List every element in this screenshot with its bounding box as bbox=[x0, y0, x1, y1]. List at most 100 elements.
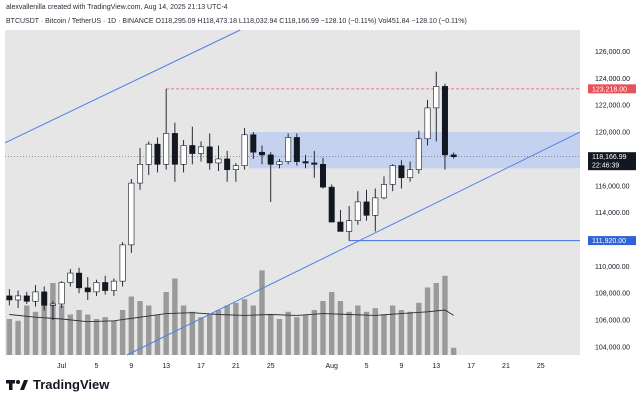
x-tick-label: Jul bbox=[57, 363, 66, 370]
brand-name: TradingView bbox=[33, 377, 110, 392]
last-price-tag-bg bbox=[588, 152, 636, 171]
candle-body bbox=[450, 154, 457, 157]
plot-area bbox=[5, 30, 580, 355]
candle-body bbox=[23, 295, 30, 302]
y-tick-label: 114,000.00 bbox=[595, 210, 630, 217]
y-tick-label: 108,000.00 bbox=[595, 291, 630, 298]
volume-bar bbox=[250, 305, 256, 355]
candle-body bbox=[6, 295, 13, 301]
x-tick-label: 13 bbox=[162, 363, 170, 370]
volume-bar bbox=[146, 305, 152, 355]
candle-body bbox=[372, 197, 379, 216]
candle-body bbox=[433, 86, 440, 109]
candle-body bbox=[145, 143, 152, 165]
x-tick-label: 25 bbox=[537, 363, 545, 370]
candle-body bbox=[328, 186, 335, 223]
volume-bar bbox=[381, 314, 387, 355]
volume-bar bbox=[93, 319, 100, 355]
candle-body bbox=[407, 169, 414, 179]
volume-bar bbox=[6, 319, 13, 355]
volume-bar bbox=[311, 310, 317, 355]
volume-bar bbox=[180, 305, 187, 355]
y-tick-label: 126,000.00 bbox=[595, 49, 630, 56]
candle-body bbox=[215, 158, 222, 164]
candle-body bbox=[93, 282, 100, 293]
x-tick-label: 9 bbox=[129, 363, 133, 370]
volume-ma-line bbox=[9, 309, 454, 323]
candle-body bbox=[137, 163, 144, 184]
volume-bar bbox=[24, 305, 30, 355]
candle-body bbox=[380, 184, 387, 199]
volume-bar bbox=[172, 278, 178, 355]
candle-body bbox=[76, 272, 83, 289]
candle-body bbox=[319, 163, 326, 188]
volume-bar bbox=[41, 299, 47, 355]
volume-bar bbox=[259, 270, 265, 355]
volume-bar bbox=[433, 283, 439, 355]
x-tick-label: Aug bbox=[325, 363, 338, 370]
candle-body bbox=[84, 287, 91, 293]
volume-bar bbox=[137, 301, 143, 355]
volume-bar bbox=[302, 314, 309, 355]
support-price-tag: 111,920.00 bbox=[592, 238, 626, 245]
volume-bar bbox=[154, 314, 161, 355]
candle-body bbox=[311, 162, 318, 165]
x-tick-label: 9 bbox=[399, 363, 403, 370]
candle-body bbox=[441, 86, 448, 156]
y-tick-label: 106,000.00 bbox=[595, 318, 630, 325]
candle-body bbox=[180, 145, 187, 165]
volume-bar bbox=[285, 311, 291, 355]
candle-body bbox=[337, 221, 344, 232]
volume-bar bbox=[346, 311, 352, 355]
volume-bar bbox=[398, 310, 405, 355]
volume-bar bbox=[58, 305, 65, 355]
volume-bar bbox=[450, 347, 457, 355]
x-tick-label: 5 bbox=[95, 363, 99, 370]
candle-body bbox=[250, 134, 257, 153]
volume-bar bbox=[276, 319, 283, 355]
volume-bar bbox=[268, 314, 274, 355]
tradingview-logo-icon bbox=[6, 379, 28, 390]
x-tick-label: 13 bbox=[432, 363, 440, 370]
candle-body bbox=[415, 138, 422, 170]
volume-bar bbox=[67, 314, 74, 355]
x-tick-label: 17 bbox=[197, 363, 205, 370]
candle-body bbox=[206, 146, 213, 164]
candle-body bbox=[32, 291, 39, 302]
candle-body bbox=[276, 161, 283, 165]
candle-body bbox=[128, 182, 135, 246]
y-tick-label: 104,000.00 bbox=[595, 344, 630, 351]
volume-bar bbox=[355, 305, 361, 355]
resistance-price-tag: 123,218.00 bbox=[592, 86, 627, 93]
volume-bar bbox=[128, 296, 135, 355]
candle-body bbox=[163, 133, 170, 165]
candle-body bbox=[224, 158, 231, 170]
candle-body bbox=[267, 154, 274, 165]
last-price-tag: 118,166.99 bbox=[592, 154, 627, 161]
volume-bar bbox=[111, 320, 117, 355]
resistance-price-tag-bg bbox=[588, 84, 636, 94]
volume-bar bbox=[337, 301, 344, 355]
volume-bar bbox=[320, 301, 326, 355]
x-tick-label: 25 bbox=[267, 363, 275, 370]
volume-bar bbox=[329, 292, 335, 355]
volume-bar bbox=[207, 314, 213, 355]
candle-body bbox=[354, 201, 361, 222]
candle-body bbox=[259, 151, 266, 156]
volume-bar bbox=[119, 310, 126, 355]
volume-bar bbox=[416, 302, 422, 355]
y-tick-label: 120,000.00 bbox=[595, 130, 630, 137]
volume-bar bbox=[389, 305, 396, 355]
candle-body bbox=[232, 165, 239, 170]
candle-body bbox=[58, 282, 65, 305]
last-price-tag-countdown: 22:46:39 bbox=[592, 163, 619, 170]
candle-body bbox=[15, 295, 22, 301]
candle-body bbox=[154, 143, 161, 165]
tradingview-brand: TradingView bbox=[6, 377, 109, 392]
volume-bar bbox=[163, 292, 169, 355]
candle-body bbox=[389, 165, 396, 185]
support-price-tag-bg bbox=[588, 236, 636, 246]
x-tick-label: 17 bbox=[467, 363, 475, 370]
candle-body bbox=[424, 107, 431, 140]
